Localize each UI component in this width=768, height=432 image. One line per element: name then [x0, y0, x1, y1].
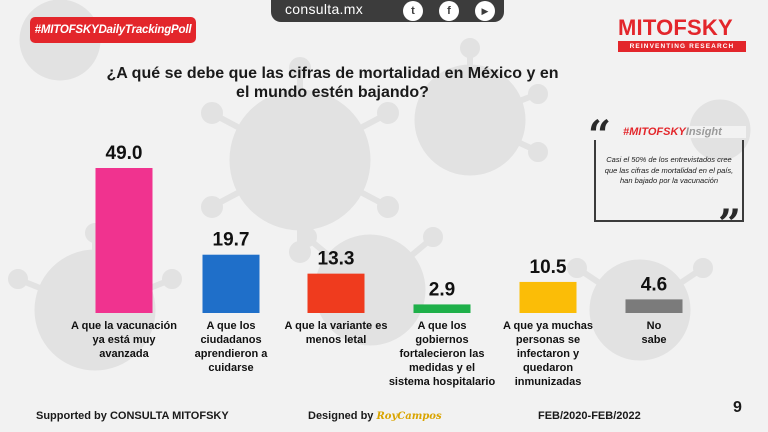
footer-period: FEB/2020-FEB/2022 — [538, 410, 641, 422]
bar-4 — [519, 281, 577, 313]
logo-name: MITOFSKY — [618, 15, 733, 40]
category-label-4: A que ya muchas personas se infectaron y qu… — [503, 320, 593, 388]
category-label-1: A que los ciudadanos aprendieron a cuidarse — [195, 320, 269, 374]
category-label-3: A que los gobiernos fortalecieron las medid… — [389, 320, 496, 388]
quote-open-icon: “ — [588, 112, 612, 159]
twitter-icon[interactable]: t — [403, 1, 423, 21]
category-label-2: A que la variante es menos letal — [285, 320, 388, 346]
quote-close-icon: ” — [718, 201, 742, 248]
designer-signature: RoyCampos — [376, 411, 442, 422]
category-label-0: A que la vacunación ya está muy avanzada — [71, 320, 177, 360]
value-label-1: 19.7 — [213, 230, 250, 251]
youtube-icon[interactable]: ▶ — [475, 1, 495, 21]
bar-1 — [202, 254, 260, 313]
page-number: 9 — [733, 399, 742, 416]
value-label-5: 4.6 — [641, 274, 667, 295]
bar-2 — [307, 273, 365, 313]
insight-title: #MITOFSKYInsight — [620, 126, 746, 138]
chart-title: ¿A qué se debe que las cifras de mortali… — [106, 65, 559, 101]
value-label-0: 49.0 — [106, 143, 143, 164]
insight-title-prefix: #MITOFSKY — [623, 126, 686, 138]
footer-supported: Supported by CONSULTA MITOFSKY — [36, 410, 229, 422]
value-label-4: 10.5 — [530, 257, 567, 278]
hashtag-badge: #MITOFSKYDailyTrackingPoll — [30, 17, 196, 43]
site-link[interactable]: consulta.mx — [285, 1, 363, 17]
value-label-2: 13.3 — [318, 249, 355, 270]
bar-5 — [625, 299, 683, 313]
bar-0 — [95, 168, 153, 313]
value-label-3: 2.9 — [429, 279, 455, 300]
insight-box — [594, 140, 744, 222]
mitofsky-logo: MITOFSKY REINVENTING RESEARCH — [618, 16, 746, 52]
footer-designed-label: Designed by — [308, 410, 374, 422]
facebook-icon[interactable]: f — [439, 1, 459, 21]
insight-text: Casi el 50% de los entrevistados cree qu… — [604, 155, 734, 185]
insight-title-suffix: Insight — [685, 126, 722, 138]
footer-designed: Designed by RoyCampos — [308, 410, 442, 422]
logo-tagline: REINVENTING RESEARCH — [618, 41, 746, 52]
top-bar: consulta.mx t f ▶ — [271, 0, 504, 22]
category-label-5: No sabe — [641, 320, 666, 346]
bar-3 — [413, 304, 471, 313]
